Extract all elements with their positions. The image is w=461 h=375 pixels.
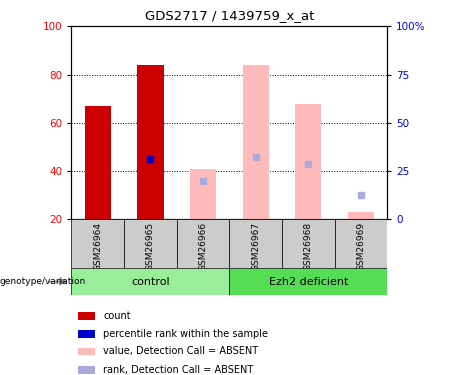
Bar [78,312,95,320]
Text: GSM26969: GSM26969 [356,222,366,271]
FancyBboxPatch shape [229,219,282,268]
Bar [229,268,387,295]
Text: GSM26964: GSM26964 [93,222,102,271]
Bar [137,65,164,219]
Text: value, Detection Call = ABSENT: value, Detection Call = ABSENT [103,346,258,356]
Text: Ezh2 deficient: Ezh2 deficient [269,277,348,286]
Text: percentile rank within the sample: percentile rank within the sample [103,329,268,339]
Text: GSM26966: GSM26966 [199,222,207,271]
Text: GSM26965: GSM26965 [146,222,155,271]
Text: GDS2717 / 1439759_x_at: GDS2717 / 1439759_x_at [145,9,314,22]
Text: GSM26968: GSM26968 [304,222,313,271]
Bar [242,65,269,219]
FancyBboxPatch shape [282,219,335,268]
Bar [78,330,95,338]
Bar [85,106,111,219]
FancyBboxPatch shape [124,219,177,268]
FancyBboxPatch shape [177,219,229,268]
Text: rank, Detection Call = ABSENT: rank, Detection Call = ABSENT [103,365,253,375]
FancyBboxPatch shape [71,219,124,268]
Bar [78,348,95,355]
Text: control: control [131,277,170,286]
Bar [348,212,374,219]
Bar [295,104,321,219]
Bar [190,169,216,219]
Text: GSM26967: GSM26967 [251,222,260,271]
Bar [78,366,95,374]
Text: genotype/variation: genotype/variation [0,277,86,286]
FancyBboxPatch shape [335,219,387,268]
Text: count: count [103,311,130,321]
Bar [71,268,230,295]
